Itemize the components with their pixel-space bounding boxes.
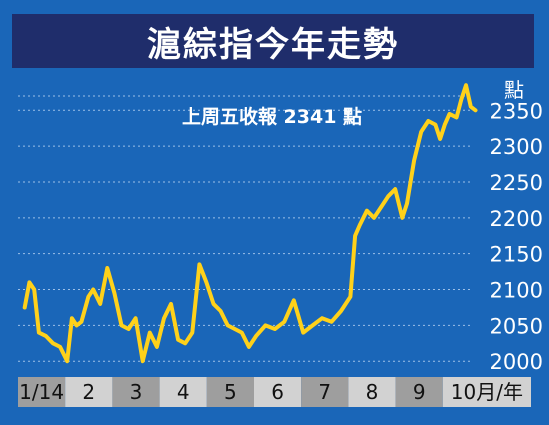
month-label: 4	[177, 380, 190, 404]
month-cell	[348, 377, 396, 407]
month-cell	[65, 377, 113, 407]
month-cell	[159, 377, 207, 407]
month-cell	[395, 377, 443, 407]
month-label: 6	[271, 380, 284, 404]
y-tick-label: 2300	[490, 135, 543, 159]
month-label: 9	[413, 380, 426, 404]
month-label: 2	[82, 380, 95, 404]
grid-layer	[18, 95, 470, 362]
chart-title: 滬綜指今年走勢	[147, 24, 399, 65]
month-cell	[112, 377, 160, 407]
y-tick-label: 2250	[490, 171, 543, 195]
month-cell	[301, 377, 349, 407]
month-label: 3	[130, 380, 143, 404]
title-bar: 滬綜指今年走勢	[12, 14, 534, 68]
series-layer	[22, 83, 478, 364]
y-tick-label: 2000	[490, 350, 543, 374]
month-label: 5	[224, 380, 237, 404]
month-axis: 1/14 2 3 4 5 6 7 8 9 10月/年	[18, 377, 531, 407]
y-tick-label: 2050	[490, 314, 543, 338]
y-tick-label: 2200	[490, 207, 543, 231]
month-cell	[442, 377, 531, 407]
month-label: 7	[318, 380, 331, 404]
month-cell	[18, 377, 66, 407]
month-label: 10月/年	[451, 380, 523, 404]
y-tick-label: 2100	[490, 279, 543, 303]
month-cell	[254, 377, 302, 407]
month-label: 1/14	[19, 380, 64, 404]
close-annotation: 上周五收報 2341 點	[182, 105, 362, 128]
month-label: 8	[366, 380, 379, 404]
unit-label: 點	[504, 78, 524, 102]
y-tick-label: 2350	[490, 99, 543, 123]
series-line-0	[22, 83, 478, 364]
y-axis: 2000 2050 2100 2150 2200 2250 2300 2350	[490, 99, 543, 374]
y-tick-label: 2150	[490, 243, 543, 267]
month-cell	[206, 377, 254, 407]
